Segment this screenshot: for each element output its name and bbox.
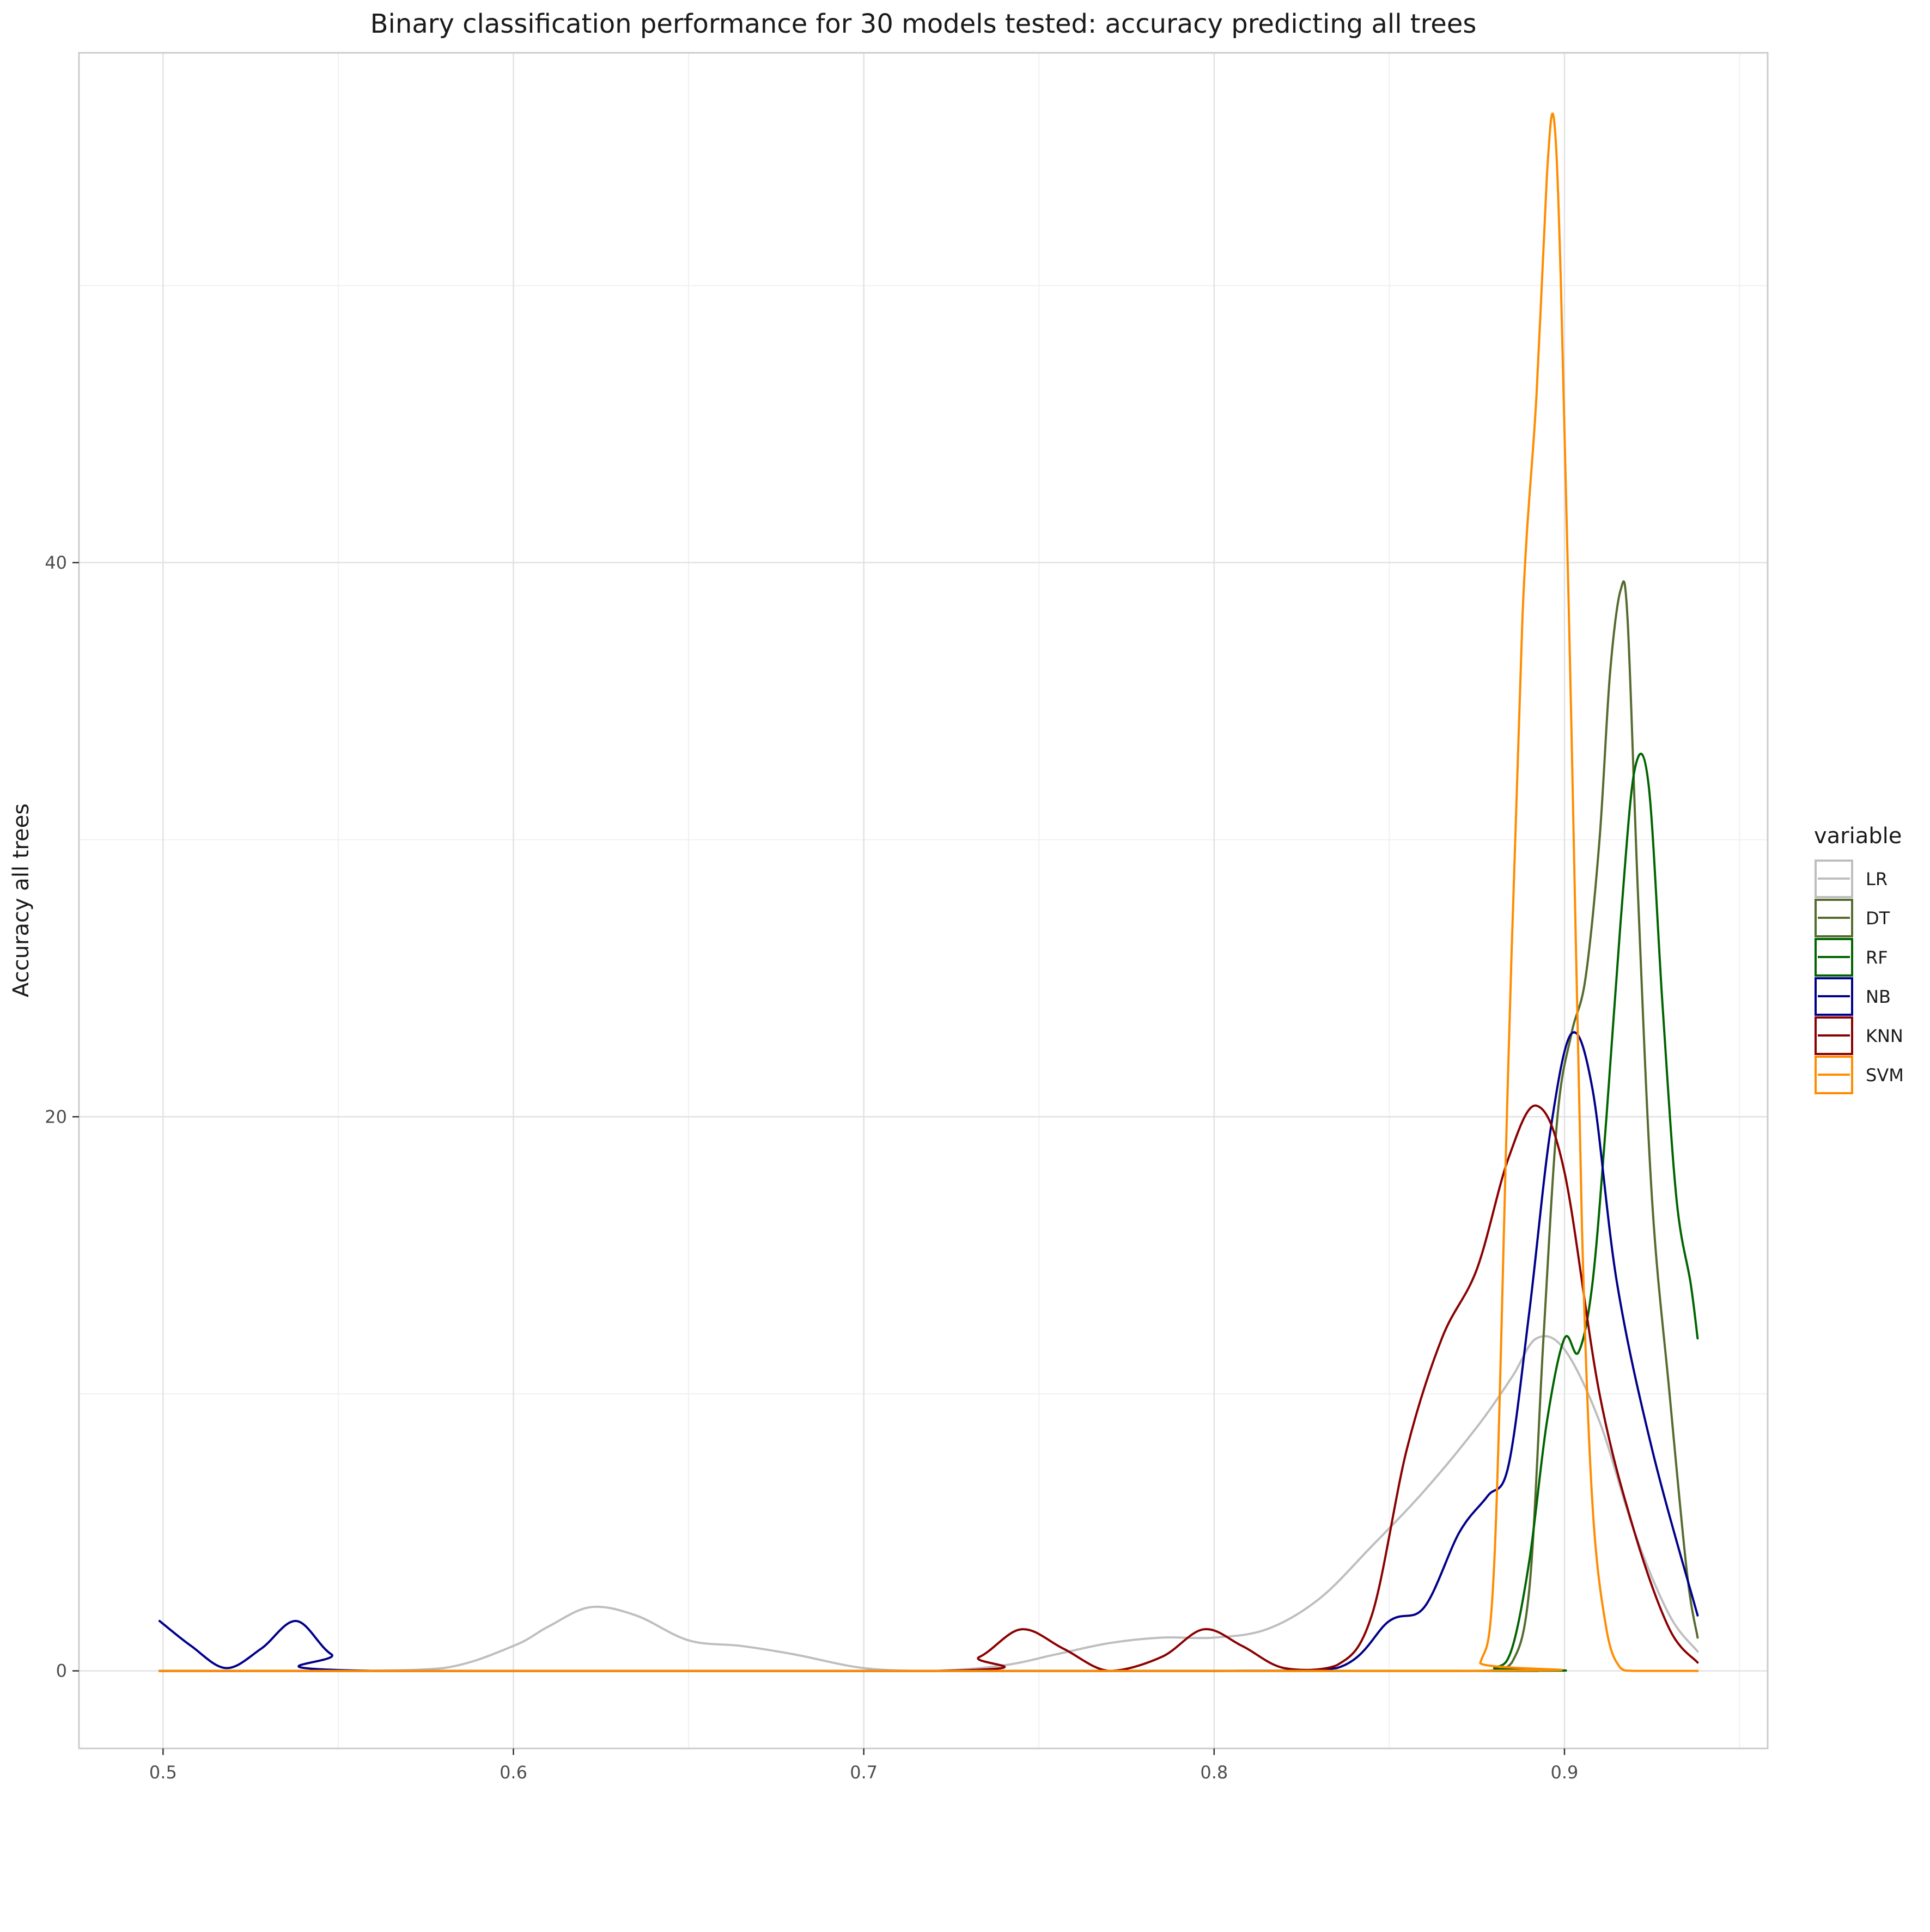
x-tick-label: 0.9 [1551, 1762, 1579, 1783]
series-line-nb [158, 1031, 1699, 1672]
legend-label-dt: DT [1866, 908, 1890, 929]
legend-label-knn: KNN [1866, 1026, 1903, 1046]
x-tick-label: 0.6 [500, 1762, 527, 1783]
panel-border [78, 52, 1769, 1750]
y-tick-label: 20 [45, 1106, 67, 1127]
y-tick-label: 0 [56, 1661, 67, 1681]
y-tick-label: 40 [45, 552, 67, 573]
x-tick-label: 0.7 [850, 1762, 878, 1783]
x-tick-label: 0.5 [149, 1762, 177, 1783]
series-line-svm [158, 112, 1699, 1672]
y-axis: 0 20 40 [45, 552, 79, 1681]
legend-label-lr: LR [1866, 869, 1888, 889]
y-axis-label: Accuracy all trees [9, 803, 34, 997]
series-layer [158, 112, 1699, 1672]
legend-label-rf: RF [1866, 947, 1888, 968]
legend-items: LR DT RF NB KNN SVM [1815, 860, 1904, 1094]
x-tick-label: 0.8 [1200, 1762, 1228, 1783]
legend-label-svm: SVM [1866, 1065, 1904, 1086]
legend-label-nb: NB [1866, 986, 1891, 1007]
chart-title: Binary classification performance for 30… [370, 9, 1477, 39]
series-line-lr [158, 1335, 1699, 1672]
x-axis: 0.5 0.6 0.7 0.8 0.9 [149, 1748, 1579, 1783]
legend-title: variable [1814, 824, 1902, 849]
legend: variable LR DT RF NB KNN SVM [1814, 824, 1904, 1094]
